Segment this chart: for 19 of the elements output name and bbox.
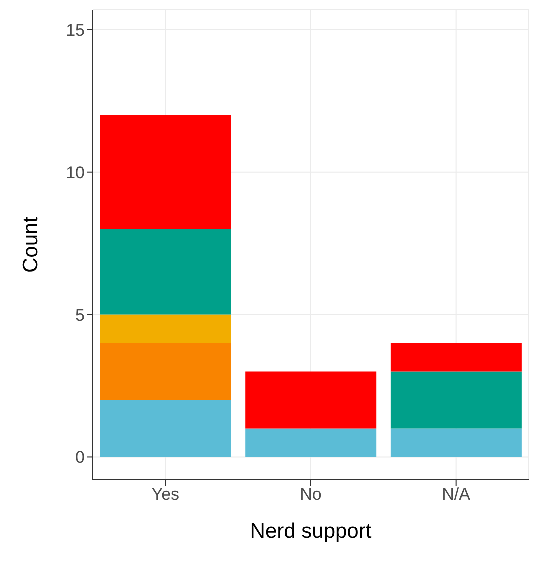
bar	[100, 229, 232, 315]
x-axis-title: Nerd support	[250, 520, 372, 543]
bar	[390, 372, 522, 429]
bar	[390, 343, 522, 372]
y-tick-label: 15	[66, 20, 85, 40]
bar	[100, 343, 232, 400]
y-tick-label: 10	[66, 163, 85, 182]
bar	[100, 400, 232, 458]
y-tick-label: 5	[76, 306, 85, 325]
y-tick-label: 0	[76, 448, 85, 468]
bar	[246, 428, 377, 458]
bar	[100, 115, 232, 230]
x-tick-label: N/A	[442, 485, 472, 504]
x-tick-label: No	[300, 485, 322, 504]
bar	[100, 314, 232, 344]
x-tick-label: Yes	[152, 485, 180, 504]
bar	[246, 372, 377, 429]
y-axis-title: Count	[19, 216, 42, 274]
bar	[390, 428, 522, 458]
